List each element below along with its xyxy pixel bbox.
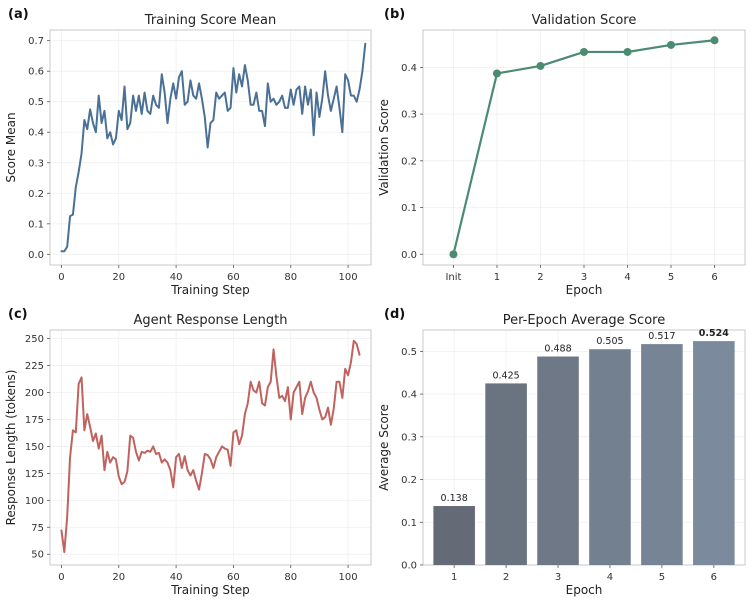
y-tick-label: 0.1 <box>401 203 417 214</box>
x-tick-label: 2 <box>537 272 543 283</box>
panel-label: (c) <box>8 307 28 322</box>
data-point <box>623 47 632 56</box>
x-tick-label: 3 <box>555 572 561 583</box>
y-axis-label: Validation Score <box>377 99 391 196</box>
data-point <box>492 69 501 78</box>
x-tick-label: 40 <box>170 272 183 283</box>
y-tick-label: 250 <box>25 334 44 345</box>
x-tick-label: 5 <box>659 572 665 583</box>
x-tick-label: 6 <box>711 572 717 583</box>
x-tick-label: 1 <box>451 572 457 583</box>
x-tick-label: 20 <box>112 572 125 583</box>
chart-title: Per-Epoch Average Score <box>503 313 665 328</box>
chart-title: Validation Score <box>532 13 637 28</box>
y-tick-label: 225 <box>25 361 44 372</box>
bar <box>641 344 683 565</box>
bar <box>589 349 631 565</box>
chart-title: Training Score Mean <box>144 13 276 28</box>
x-tick-label: 0 <box>58 572 64 583</box>
panel-label: (a) <box>8 7 29 22</box>
y-tick-label: 0.0 <box>28 250 44 261</box>
x-axis-label: Epoch <box>566 583 603 597</box>
chart-title: Agent Response Length <box>133 313 287 328</box>
y-tick-label: 0.4 <box>401 63 417 74</box>
x-tick-label: 80 <box>284 572 297 583</box>
bar <box>693 341 735 565</box>
y-tick-label: 0.4 <box>401 390 417 401</box>
y-tick-label: 0.0 <box>401 250 417 261</box>
bar-value-label: 0.138 <box>441 493 468 504</box>
series-line <box>60 339 361 554</box>
bar-value-label: 0.517 <box>648 331 675 342</box>
y-tick-label: 0.1 <box>401 518 417 529</box>
bar <box>537 356 579 565</box>
x-tick-label: 5 <box>668 272 674 283</box>
y-tick-label: 0.0 <box>401 561 417 572</box>
data-point <box>580 47 588 56</box>
y-axis-label: Score Mean <box>4 112 18 182</box>
y-tick-label: 175 <box>25 415 44 426</box>
x-tick-label: 1 <box>494 272 500 283</box>
data-point <box>667 40 676 49</box>
y-tick-label: 50 <box>31 550 44 561</box>
plot-frame <box>49 329 372 566</box>
y-tick-label: 0.3 <box>28 158 44 169</box>
bar <box>433 506 475 565</box>
data-point <box>536 61 545 70</box>
y-tick-label: 0.4 <box>28 128 44 139</box>
x-tick-label: 60 <box>227 572 240 583</box>
x-axis-label: Epoch <box>566 283 603 297</box>
x-tick-label: 100 <box>339 572 358 583</box>
y-tick-label: 0.6 <box>28 67 44 78</box>
bar <box>485 383 527 565</box>
y-tick-label: 0.3 <box>401 432 417 443</box>
y-tick-label: 0.3 <box>401 110 417 121</box>
panel-label: (b) <box>384 7 405 22</box>
bar-value-label: 0.488 <box>544 343 571 354</box>
y-tick-label: 75 <box>31 523 44 534</box>
y-tick-label: 100 <box>25 496 44 507</box>
y-axis-label: Response Length (tokens) <box>4 370 18 526</box>
x-axis-label: Training Step <box>170 283 250 297</box>
x-tick-label: 100 <box>339 272 358 283</box>
x-tick-label: 6 <box>711 272 717 283</box>
bar-value-label: 0.524 <box>699 328 729 339</box>
x-tick-label: 20 <box>112 272 125 283</box>
y-tick-label: 0.2 <box>401 475 417 486</box>
data-point <box>710 36 719 45</box>
x-tick-label: 60 <box>227 272 240 283</box>
plot-frame <box>49 29 372 266</box>
x-tick-label: 4 <box>607 572 613 583</box>
x-tick-label: 2 <box>503 572 509 583</box>
y-tick-label: 0.5 <box>28 97 44 108</box>
x-tick-label: 40 <box>170 572 183 583</box>
y-tick-label: 0.5 <box>401 347 417 358</box>
x-tick-label: 80 <box>284 272 297 283</box>
y-tick-label: 0.2 <box>401 156 417 167</box>
x-axis-label: Training Step <box>170 583 250 597</box>
plot-frame <box>422 329 746 566</box>
bar-value-label: 0.505 <box>596 336 623 347</box>
x-tick-label: 3 <box>581 272 587 283</box>
bar-value-label: 0.425 <box>492 370 519 381</box>
series-line <box>60 42 367 253</box>
x-tick-label: 0 <box>58 272 64 283</box>
y-tick-label: 0.7 <box>28 36 44 47</box>
x-tick-label: 4 <box>624 272 630 283</box>
panel-label: (d) <box>384 307 405 322</box>
y-tick-label: 150 <box>25 442 44 453</box>
y-tick-label: 125 <box>25 469 44 480</box>
y-tick-label: 0.2 <box>28 189 44 200</box>
data-point <box>449 250 458 259</box>
y-tick-label: 0.1 <box>28 219 44 230</box>
y-tick-label: 200 <box>25 388 44 399</box>
x-tick-label: Init <box>445 272 461 283</box>
y-axis-label: Average Score <box>377 404 391 491</box>
